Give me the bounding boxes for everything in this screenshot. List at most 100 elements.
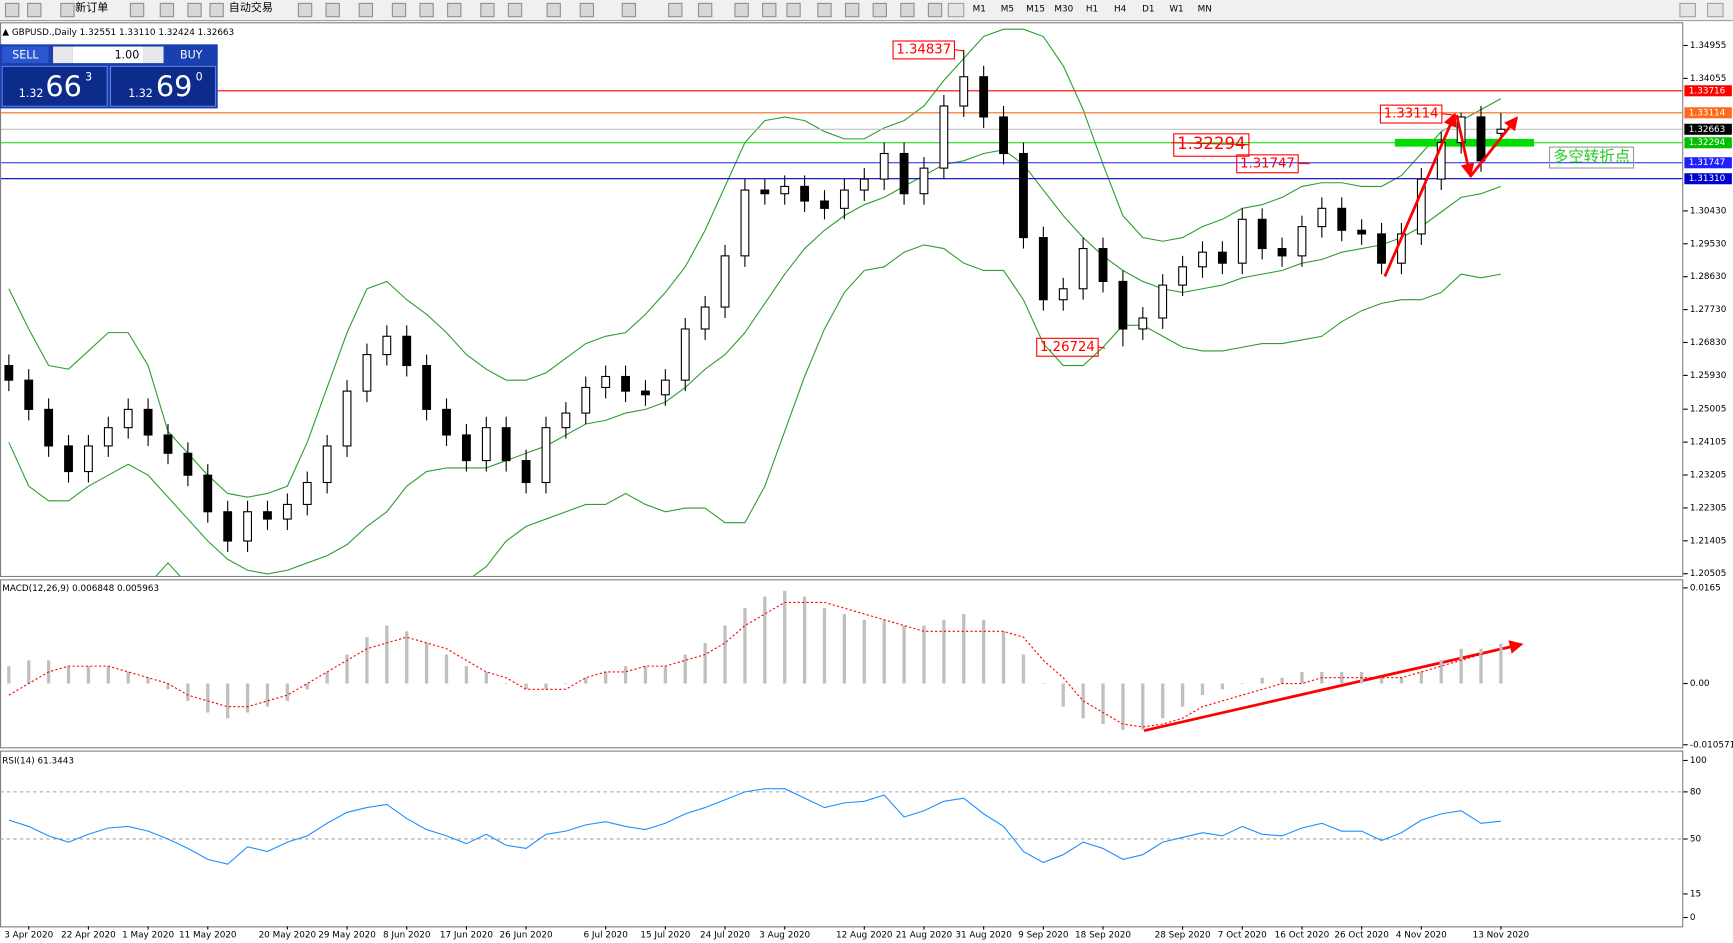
macd-bar	[1260, 677, 1264, 684]
toolbar-icon	[4, 2, 20, 18]
signal-value: 0.005963	[117, 584, 159, 594]
annotation-leader	[1098, 346, 1106, 349]
symbol-header: ▲ GBPUSD.,Daily 1.32551 1.33110 1.32424 …	[2, 28, 234, 38]
candle-body	[1416, 178, 1426, 235]
lots-input[interactable]	[72, 46, 144, 64]
buy-price-prefix: 1.32	[128, 87, 153, 100]
x-tick-label: 9 Sep 2020	[1018, 931, 1069, 941]
macd-bar	[325, 671, 329, 684]
timeframe-button[interactable]: M5	[1001, 4, 1014, 14]
x-tick-label: 26 Jun 2020	[500, 931, 553, 941]
timeframe-button[interactable]: H1	[1086, 4, 1098, 14]
x-tick-label: 12 Aug 2020	[836, 931, 893, 941]
timeframe-button[interactable]: M30	[1054, 4, 1073, 14]
candle-body	[541, 427, 551, 484]
rsi-title: RSI(14)	[2, 756, 34, 766]
candle-body	[1038, 237, 1048, 301]
bollinger-upper	[8, 28, 1502, 498]
x-tick-label: 29 May 2020	[318, 931, 376, 941]
sell-label[interactable]: SELL	[12, 48, 39, 61]
macd-bar	[1041, 683, 1045, 685]
macd-bar	[484, 671, 488, 684]
toolbar-icon	[159, 2, 175, 18]
macd-bar	[942, 619, 946, 684]
annotation: 多空转折点	[1553, 148, 1630, 166]
x-tick-label: 16 Oct 2020	[1275, 931, 1330, 941]
candle-body	[1118, 280, 1128, 330]
sell-price-box[interactable]	[1, 65, 108, 107]
candle-body	[660, 379, 670, 396]
candle-body	[1377, 233, 1386, 264]
macd-bar	[862, 619, 866, 684]
timeframe-button[interactable]: W1	[1169, 4, 1183, 14]
x-tick-label: 7 Oct 2020	[1218, 931, 1267, 941]
macd-bar	[285, 683, 290, 701]
buy-price-box[interactable]	[109, 65, 217, 107]
macd-bar	[1499, 643, 1503, 684]
toolbar-icon	[60, 2, 75, 18]
y-tick-label: 1.22305	[1690, 503, 1727, 513]
candle-body	[382, 335, 392, 356]
macd-bar	[1180, 683, 1185, 707]
new-order-button[interactable]: 新订单	[75, 0, 108, 14]
x-tick-label: 18 Sep 2020	[1075, 931, 1131, 941]
price-tag	[1684, 123, 1732, 135]
y-tick-label: 1.24105	[1690, 438, 1727, 448]
y-tick-label: 1.25930	[1690, 371, 1727, 381]
main-pane-frame	[0, 22, 1684, 578]
candle-body	[1158, 284, 1168, 319]
sell-button[interactable]	[2, 46, 49, 64]
candle-body	[103, 427, 113, 447]
timeframe-button[interactable]: M1	[973, 4, 986, 14]
candle-body	[680, 328, 690, 381]
timeframe-button[interactable]: H4	[1114, 4, 1127, 14]
toolbar-icon	[297, 2, 313, 18]
sell-price-big: 66	[45, 70, 82, 104]
toolbar-icon	[947, 2, 965, 18]
timeframe-button[interactable]: D1	[1142, 4, 1154, 14]
macd-value: 0.006848	[72, 584, 115, 594]
lots-value[interactable]: 1.00	[115, 48, 140, 61]
candle-body	[899, 152, 909, 195]
auto-trading-button[interactable]: 自动交易	[229, 0, 273, 14]
x-tick-label: 1 May 2020	[122, 931, 174, 941]
toolbar-icon	[325, 2, 340, 18]
price-tag-label: 1.32294	[1689, 138, 1726, 148]
lots-down[interactable]	[53, 46, 73, 64]
candle-body	[1297, 226, 1307, 257]
buy-label[interactable]: BUY	[180, 48, 203, 61]
macd-bar	[1459, 648, 1463, 684]
candle-body	[1198, 251, 1207, 268]
price-tag	[1684, 157, 1732, 169]
macd-bar	[1439, 660, 1443, 684]
macd-bar	[504, 683, 508, 685]
candle-body	[641, 390, 650, 396]
macd-bar	[1280, 677, 1284, 684]
lots-up[interactable]	[143, 46, 164, 64]
candle-body	[1476, 116, 1486, 162]
macd-bar	[604, 671, 608, 684]
y-tick-label: 1.27730	[1690, 305, 1727, 315]
y-tick-label: 50	[1690, 834, 1702, 844]
candle-body	[24, 379, 34, 410]
macd-bar	[126, 671, 130, 684]
candle-body	[601, 375, 611, 389]
price-tag-label: 1.33716	[1689, 86, 1726, 96]
candle-body	[1257, 218, 1267, 250]
macd-bar	[66, 666, 71, 684]
sell-price-sup: 3	[85, 70, 92, 83]
macd-bar	[385, 625, 389, 684]
symbol: GBPUSD.,Daily	[12, 28, 77, 38]
toolbar-icon	[872, 2, 887, 18]
candle-body	[183, 452, 193, 476]
toolbar-icon	[762, 2, 777, 18]
macd-bar	[743, 608, 747, 684]
macd-bar	[962, 613, 966, 684]
macd-bar	[464, 666, 469, 684]
candle-body	[879, 152, 889, 180]
toolbar-icon	[668, 2, 683, 18]
x-tick-label: 15 Jul 2020	[640, 931, 690, 941]
timeframe-button[interactable]: MN	[1198, 4, 1212, 14]
timeframe-button[interactable]: M15	[1026, 4, 1045, 14]
